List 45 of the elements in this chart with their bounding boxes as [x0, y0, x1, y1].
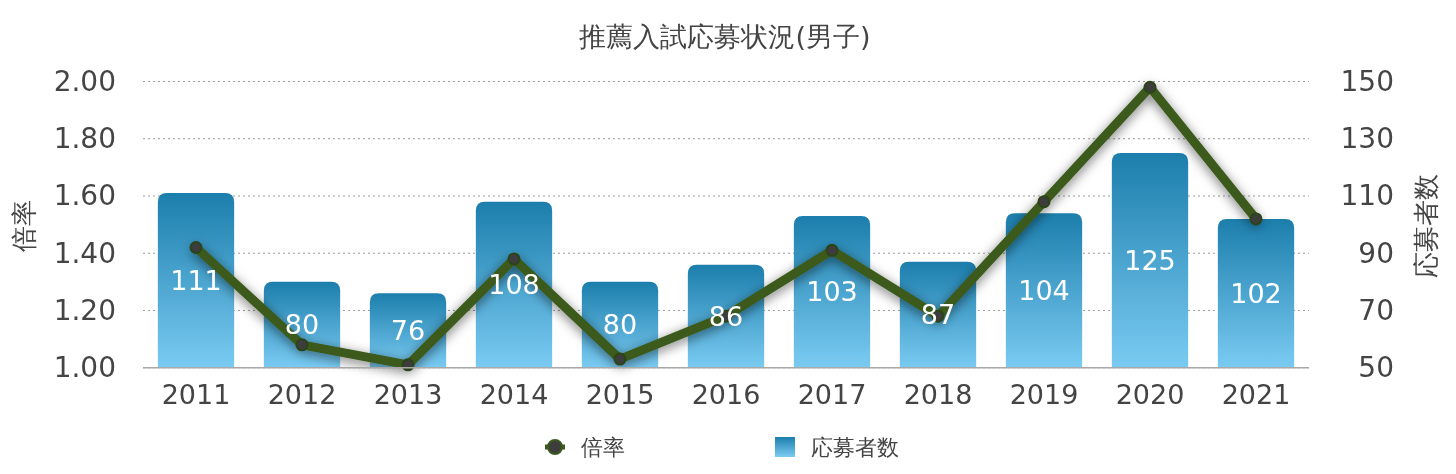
x-tick-label: 2018 [903, 378, 973, 410]
y2-tick-label: 50 [1358, 351, 1394, 385]
data-label: 80 [284, 309, 320, 341]
point [295, 338, 309, 352]
data-label: 104 [1018, 274, 1070, 306]
data-label: 76 [390, 314, 426, 346]
x-tick-label: 2011 [161, 378, 231, 410]
point [1249, 212, 1263, 226]
y-tick-label: 1.40 [53, 236, 116, 270]
y2-tick-label: 90 [1358, 236, 1394, 270]
point [613, 352, 627, 366]
data-label: 103 [806, 276, 858, 308]
y-tick-label: 1.00 [53, 351, 116, 385]
y-tick-label: 1.60 [53, 179, 116, 213]
y-tick-label: 1.80 [53, 122, 116, 156]
legend-label: 倍率 [581, 434, 625, 460]
y-tick-label: 2.00 [53, 65, 116, 98]
y2-tick-label: 110 [1340, 179, 1394, 213]
data-label: 125 [1124, 244, 1176, 276]
data-label: 102 [1230, 277, 1282, 309]
x-tick-label: 2019 [1009, 378, 1079, 410]
data-label: 111 [170, 264, 222, 296]
point [825, 243, 839, 257]
data-label: 108 [488, 269, 540, 301]
x-tick-label: 2012 [267, 378, 337, 410]
x-tick-label: 2016 [691, 378, 761, 410]
legend-label: 応募者数 [811, 434, 899, 460]
y2-tick-label: 130 [1340, 122, 1394, 156]
data-label: 80 [602, 309, 638, 341]
chart-title: 推薦入試応募状況(男子) [579, 20, 871, 52]
point [1037, 195, 1051, 209]
y-axis-title: 倍率 [9, 200, 39, 252]
x-tick-label: 2017 [797, 378, 867, 410]
x-tick-label: 2015 [585, 378, 655, 410]
x-tick-label: 2013 [373, 378, 443, 410]
point [1143, 80, 1157, 94]
x-tick-label: 2020 [1115, 378, 1185, 410]
point [507, 252, 521, 266]
y2-tick-label: 150 [1340, 65, 1394, 98]
x-tick-label: 2021 [1221, 378, 1291, 410]
x-tick-label: 2014 [479, 378, 549, 410]
y2-tick-label: 70 [1358, 293, 1394, 327]
point [189, 241, 203, 254]
y2-axis-title: 応募者数 [1411, 174, 1441, 278]
y-tick-label: 1.20 [53, 293, 116, 327]
